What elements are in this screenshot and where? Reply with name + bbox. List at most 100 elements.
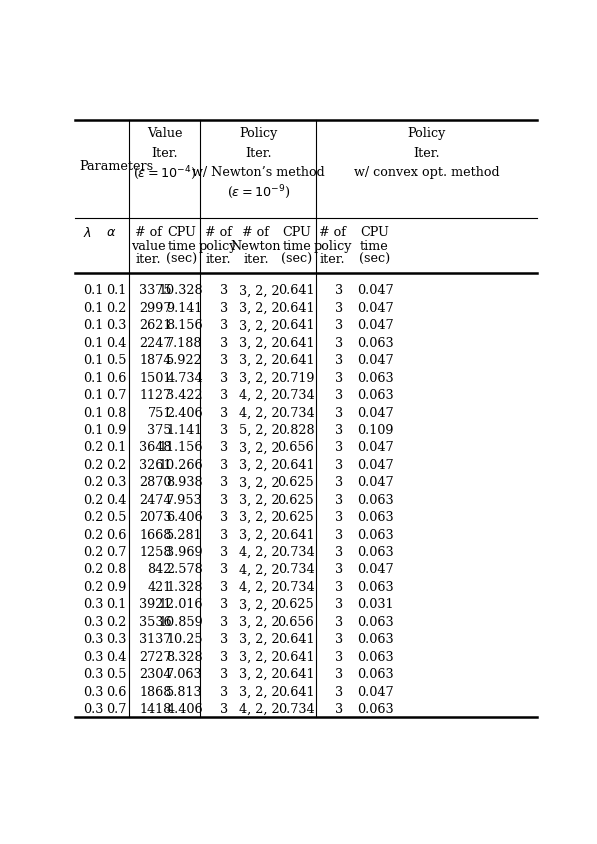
Text: 3: 3 bbox=[220, 319, 228, 332]
Text: 0.3: 0.3 bbox=[106, 632, 127, 646]
Text: 3: 3 bbox=[220, 615, 228, 628]
Text: 3261: 3261 bbox=[140, 458, 172, 471]
Text: 0.6: 0.6 bbox=[106, 371, 127, 384]
Text: 0.1: 0.1 bbox=[83, 284, 103, 297]
Text: 0.2: 0.2 bbox=[83, 511, 103, 523]
Text: 9.141: 9.141 bbox=[167, 301, 203, 315]
Text: 3: 3 bbox=[220, 337, 228, 349]
Text: 3: 3 bbox=[335, 545, 343, 559]
Text: value: value bbox=[131, 240, 166, 252]
Text: 4, 2, 2: 4, 2, 2 bbox=[239, 563, 280, 576]
Text: Iter.: Iter. bbox=[245, 147, 272, 160]
Text: 0.063: 0.063 bbox=[357, 511, 394, 523]
Text: 3, 2, 2: 3, 2, 2 bbox=[239, 615, 280, 628]
Text: 0.641: 0.641 bbox=[278, 319, 314, 332]
Text: 3: 3 bbox=[335, 615, 343, 628]
Text: Policy: Policy bbox=[408, 127, 446, 140]
Text: 0.063: 0.063 bbox=[357, 337, 394, 349]
Text: 0.4: 0.4 bbox=[106, 650, 127, 663]
Text: 0.641: 0.641 bbox=[278, 668, 314, 680]
Text: 0.734: 0.734 bbox=[278, 545, 314, 559]
Text: 3: 3 bbox=[220, 493, 228, 506]
Text: 0.828: 0.828 bbox=[278, 424, 314, 436]
Text: 0.3: 0.3 bbox=[83, 668, 103, 680]
Text: 0.734: 0.734 bbox=[278, 389, 314, 402]
Text: 0.641: 0.641 bbox=[278, 301, 314, 315]
Text: 0.3: 0.3 bbox=[106, 319, 127, 332]
Text: 0.109: 0.109 bbox=[358, 424, 394, 436]
Text: 3, 2, 2: 3, 2, 2 bbox=[239, 337, 280, 349]
Text: $\lambda$: $\lambda$ bbox=[83, 225, 92, 239]
Text: Policy: Policy bbox=[239, 127, 278, 140]
Text: 3: 3 bbox=[220, 354, 228, 367]
Text: 3, 2, 2: 3, 2, 2 bbox=[239, 354, 280, 367]
Text: 0.7: 0.7 bbox=[106, 545, 127, 559]
Text: 2.406: 2.406 bbox=[166, 406, 203, 419]
Text: 0.9: 0.9 bbox=[106, 424, 127, 436]
Text: 5.281: 5.281 bbox=[166, 528, 203, 541]
Text: 0.625: 0.625 bbox=[278, 493, 314, 506]
Text: policy: policy bbox=[199, 240, 237, 252]
Text: 1868: 1868 bbox=[140, 684, 172, 698]
Text: 1418: 1418 bbox=[140, 702, 172, 715]
Text: 3, 2, 2: 3, 2, 2 bbox=[239, 668, 280, 680]
Text: 3137: 3137 bbox=[140, 632, 172, 646]
Text: 0.047: 0.047 bbox=[357, 458, 394, 471]
Text: 0.047: 0.047 bbox=[357, 684, 394, 698]
Text: 3, 2, 2: 3, 2, 2 bbox=[239, 441, 280, 454]
Text: iter.: iter. bbox=[243, 253, 269, 266]
Text: CPU: CPU bbox=[360, 225, 389, 239]
Text: 2304: 2304 bbox=[139, 668, 172, 680]
Text: 3: 3 bbox=[220, 424, 228, 436]
Text: 3: 3 bbox=[335, 371, 343, 384]
Text: Iter.: Iter. bbox=[152, 147, 178, 160]
Text: iter.: iter. bbox=[320, 253, 346, 266]
Text: 3.422: 3.422 bbox=[166, 389, 203, 402]
Text: 3: 3 bbox=[220, 301, 228, 315]
Text: 1258: 1258 bbox=[139, 545, 172, 559]
Text: 3: 3 bbox=[220, 650, 228, 663]
Text: 0.641: 0.641 bbox=[278, 650, 314, 663]
Text: 7.063: 7.063 bbox=[166, 668, 203, 680]
Text: 0.1: 0.1 bbox=[83, 319, 103, 332]
Text: 3: 3 bbox=[335, 632, 343, 646]
Text: 2727: 2727 bbox=[139, 650, 172, 663]
Text: 0.641: 0.641 bbox=[278, 458, 314, 471]
Text: 0.1: 0.1 bbox=[83, 354, 103, 367]
Text: 0.2: 0.2 bbox=[83, 580, 103, 593]
Text: 0.3: 0.3 bbox=[83, 684, 103, 698]
Text: time: time bbox=[282, 240, 311, 252]
Text: 0.2: 0.2 bbox=[83, 563, 103, 576]
Text: 0.6: 0.6 bbox=[106, 528, 127, 541]
Text: 0.047: 0.047 bbox=[357, 354, 394, 367]
Text: 3: 3 bbox=[335, 284, 343, 297]
Text: 3: 3 bbox=[335, 580, 343, 593]
Text: Value: Value bbox=[147, 127, 183, 140]
Text: Iter.: Iter. bbox=[413, 147, 440, 160]
Text: iter.: iter. bbox=[205, 253, 231, 266]
Text: 751: 751 bbox=[147, 406, 172, 419]
Text: 0.063: 0.063 bbox=[357, 545, 394, 559]
Text: 421: 421 bbox=[147, 580, 172, 593]
Text: 0.1: 0.1 bbox=[83, 337, 103, 349]
Text: 3: 3 bbox=[220, 580, 228, 593]
Text: 3: 3 bbox=[220, 389, 228, 402]
Text: 3: 3 bbox=[335, 337, 343, 349]
Text: 3, 2, 2: 3, 2, 2 bbox=[239, 528, 280, 541]
Text: 3: 3 bbox=[335, 389, 343, 402]
Text: 0.7: 0.7 bbox=[106, 702, 127, 715]
Text: 0.063: 0.063 bbox=[357, 668, 394, 680]
Text: 3: 3 bbox=[335, 354, 343, 367]
Text: 0.641: 0.641 bbox=[278, 528, 314, 541]
Text: 0.063: 0.063 bbox=[357, 389, 394, 402]
Text: 2997: 2997 bbox=[139, 301, 172, 315]
Text: 2621: 2621 bbox=[140, 319, 172, 332]
Text: 1874: 1874 bbox=[140, 354, 172, 367]
Text: 3: 3 bbox=[335, 598, 343, 611]
Text: 0.734: 0.734 bbox=[278, 702, 314, 715]
Text: 0.3: 0.3 bbox=[106, 476, 127, 489]
Text: 3, 2, 2: 3, 2, 2 bbox=[239, 476, 280, 489]
Text: 0.625: 0.625 bbox=[278, 511, 314, 523]
Text: 1.328: 1.328 bbox=[167, 580, 203, 593]
Text: 5, 2, 2: 5, 2, 2 bbox=[239, 424, 280, 436]
